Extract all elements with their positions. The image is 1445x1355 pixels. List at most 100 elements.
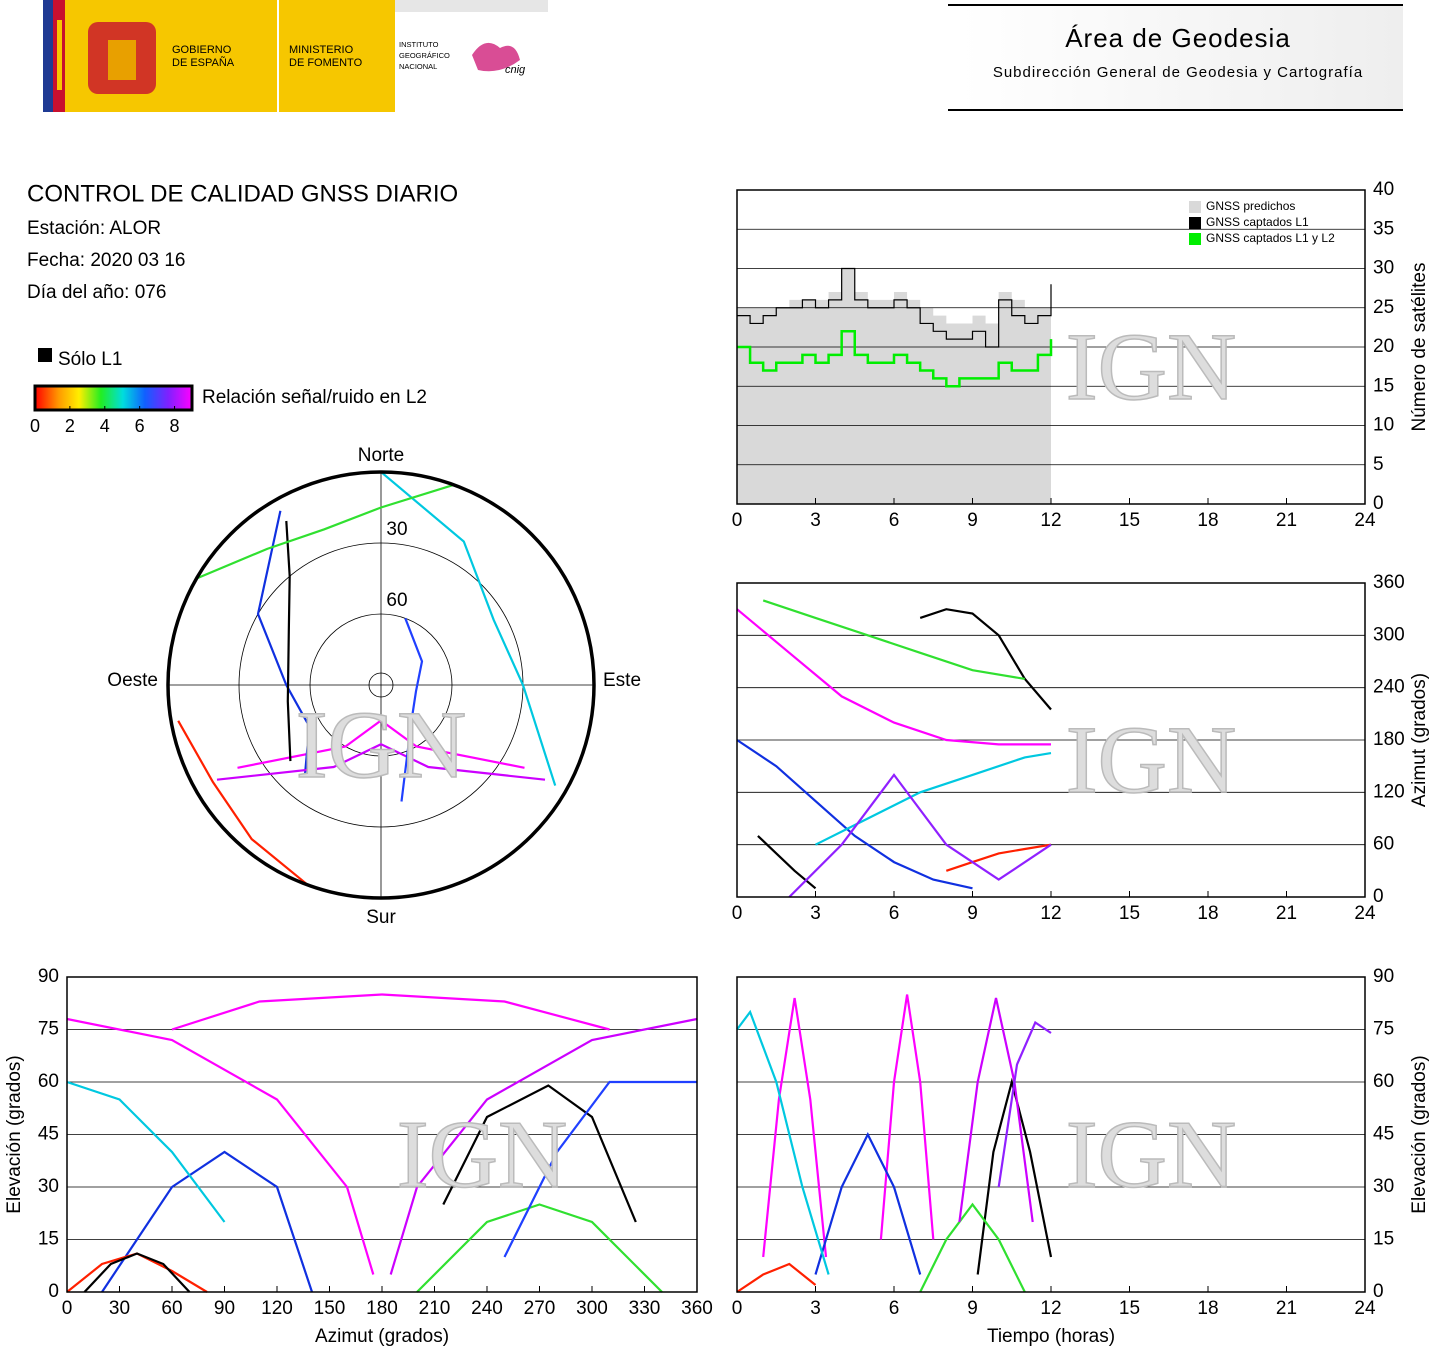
- x-tick-label: 180: [366, 1298, 398, 1319]
- y-tick-label: 15: [1373, 1229, 1394, 1250]
- x-tick-label: 60: [161, 1298, 182, 1319]
- y-tick-label: 30: [38, 1176, 59, 1197]
- satellite-track: [83, 1252, 191, 1293]
- watermark: IGN: [1066, 706, 1237, 813]
- y-axis-title: Azimut (grados): [1409, 673, 1430, 807]
- x-tick-label: 30: [109, 1298, 130, 1319]
- x-tick-label: 210: [419, 1298, 451, 1319]
- x-tick-label: 18: [1197, 1298, 1218, 1319]
- header-right: Área de Geodesia Subdirección General de…: [948, 4, 1403, 111]
- plot-frame: [736, 582, 1366, 898]
- legend-swatch: [1189, 217, 1201, 229]
- report-info: CONTROL DE CALIDAD GNSS DIARIO Estación:…: [27, 180, 458, 412]
- y-axis-title: Número de satélites: [1409, 263, 1430, 432]
- direction-label: Este: [603, 670, 641, 691]
- plot-frame: [736, 189, 1366, 505]
- y-tick-label: 90: [1373, 966, 1394, 987]
- legend-label: GNSS predichos: [1206, 199, 1295, 213]
- satellite-track: [945, 843, 1052, 872]
- satellite-track: [66, 1080, 226, 1223]
- satellite-track: [196, 483, 455, 580]
- y-axis-title: Elevación (grados): [1409, 1055, 1430, 1213]
- y-tick-label: 75: [1373, 1019, 1394, 1040]
- crest: [108, 40, 136, 80]
- y-tick-label: 180: [1373, 729, 1405, 750]
- x-tick-label: 12: [1040, 510, 1061, 531]
- header-subtitle: Subdirección General de Geodesia y Carto…: [993, 64, 1363, 81]
- y-tick-label: 60: [38, 1071, 59, 1092]
- logo-text: GOBIERNO: [172, 44, 232, 56]
- x-tick-label: 90: [214, 1298, 235, 1319]
- x-tick-label: 21: [1276, 510, 1297, 531]
- satellite-track: [997, 1020, 1052, 1188]
- direction-label: Norte: [358, 445, 404, 466]
- x-tick-label: 0: [732, 510, 743, 531]
- horizon-outline: [166, 470, 596, 900]
- x-tick-label: 21: [1276, 903, 1297, 924]
- x-axis-title: Azimut (grados): [315, 1326, 449, 1347]
- satellite-track: [919, 608, 1052, 711]
- satellite-track: [919, 1202, 1026, 1293]
- x-tick-label: 120: [261, 1298, 293, 1319]
- date: Fecha: 2020 03 16: [27, 250, 185, 271]
- x-tick-label: 3: [810, 903, 821, 924]
- satellite-track: [736, 1009, 830, 1275]
- cnig-logo: [472, 42, 520, 72]
- colorbar-label: Relación señal/ruido en L2: [202, 387, 427, 408]
- x-tick-label: 18: [1197, 510, 1218, 531]
- y-tick-label: 40: [1373, 179, 1394, 200]
- chart: 0 15 30 45 60 75 90 0 30 60 90 120 150 180 210 240 270 30…: [4, 966, 713, 1347]
- header-title: Área de Geodesia: [1065, 23, 1291, 53]
- x-tick-label: 15: [1119, 1298, 1140, 1319]
- legend-label: GNSS captados L1: [1206, 215, 1309, 229]
- y-tick-label: 10: [1373, 415, 1394, 436]
- x-tick-label: 270: [524, 1298, 556, 1319]
- y-tick-label: 120: [1373, 781, 1405, 802]
- y-tick-label: 15: [1373, 375, 1394, 396]
- y-tick-label: 0: [1373, 493, 1384, 514]
- x-tick-label: 21: [1276, 1298, 1297, 1319]
- x-tick-label: 360: [681, 1298, 713, 1319]
- colorbar-tick-label: 8: [170, 416, 180, 436]
- x-tick-label: 150: [314, 1298, 346, 1319]
- y-tick-label: 90: [38, 966, 59, 987]
- count-line: [737, 330, 1053, 388]
- legend-label: GNSS captados L1 y L2: [1206, 231, 1335, 245]
- satellite-track: [879, 994, 935, 1240]
- y-tick-label: 75: [38, 1019, 59, 1040]
- divider: [277, 0, 279, 112]
- x-tick-label: 3: [810, 510, 821, 531]
- count-line: [737, 267, 1052, 348]
- legend-swatch: [1189, 201, 1201, 213]
- y-tick-label: 30: [1373, 1176, 1394, 1197]
- satellite-track: [442, 1084, 637, 1223]
- x-tick-label: 24: [1354, 510, 1376, 531]
- x-tick-label: 3: [810, 1298, 821, 1319]
- flag-strip: [57, 20, 62, 90]
- y-axis-title: Elevación (grados): [4, 1055, 25, 1213]
- watermark: IGN: [296, 691, 467, 798]
- satellite-track: [503, 1080, 697, 1258]
- plot-frame: [736, 976, 1366, 1293]
- x-tick-label: 18: [1197, 903, 1218, 924]
- zenith-mark: [368, 672, 394, 698]
- x-tick-label: 24: [1354, 903, 1376, 924]
- x-tick-label: 0: [62, 1298, 73, 1319]
- x-tick-label: 6: [889, 1298, 900, 1319]
- colorbar-tick-label: 6: [135, 416, 145, 436]
- satellite-track: [736, 1262, 817, 1293]
- y-tick-label: 30: [1373, 258, 1394, 279]
- logo-text: GEOGRÁFICO: [399, 51, 450, 60]
- l1-legend: Sólo L1: [58, 349, 122, 370]
- satellite-track: [171, 993, 610, 1031]
- y-tick-label: 0: [1373, 1281, 1384, 1302]
- y-tick-label: 60: [1373, 1071, 1394, 1092]
- satellite-track: [389, 1017, 698, 1275]
- satellite-track: [958, 997, 1034, 1223]
- x-tick-label: 0: [732, 1298, 743, 1319]
- header-bg: [960, 6, 1403, 109]
- elevation-ring: [309, 613, 453, 757]
- y-tick-label: 15: [38, 1229, 59, 1250]
- x-tick-label: 300: [576, 1298, 608, 1319]
- legend-swatch: [1189, 233, 1201, 245]
